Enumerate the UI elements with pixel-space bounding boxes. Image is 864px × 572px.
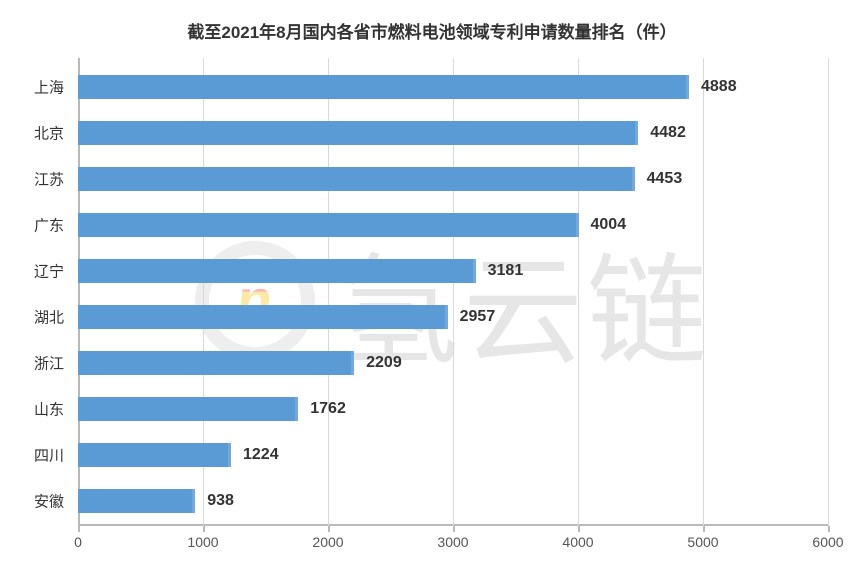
x-tick-label: 6000 xyxy=(812,534,843,550)
bar-value-label: 3181 xyxy=(488,262,524,280)
bar-row: 江苏4453 xyxy=(78,167,828,191)
x-tick-mark xyxy=(203,526,205,532)
bar-row: 浙江2209 xyxy=(78,351,828,375)
bar xyxy=(78,305,448,329)
bar xyxy=(78,75,689,99)
bar-row: 四川1224 xyxy=(78,443,828,467)
bar xyxy=(78,121,638,145)
bar-row: 上海4888 xyxy=(78,75,828,99)
x-tick-label: 1000 xyxy=(187,534,218,550)
bar-row: 北京4482 xyxy=(78,121,828,145)
y-category-label: 浙江 xyxy=(34,353,64,374)
bar xyxy=(78,489,195,513)
y-category-label: 广东 xyxy=(34,215,64,236)
y-category-label: 上海 xyxy=(34,77,64,98)
bar-row: 辽宁3181 xyxy=(78,259,828,283)
bar-value-label: 4453 xyxy=(647,170,683,188)
y-category-label: 安徽 xyxy=(34,491,64,512)
bar-value-label: 938 xyxy=(207,492,234,510)
x-tick-mark xyxy=(828,526,830,532)
y-category-label: 辽宁 xyxy=(34,261,64,282)
x-tick-mark xyxy=(328,526,330,532)
x-tick-mark xyxy=(703,526,705,532)
x-tick-mark xyxy=(453,526,455,532)
bar-value-label: 4482 xyxy=(650,124,686,142)
bar-row: 湖北2957 xyxy=(78,305,828,329)
bar-row: 广东4004 xyxy=(78,213,828,237)
x-tick-mark xyxy=(78,526,80,532)
y-category-label: 江苏 xyxy=(34,169,64,190)
bar xyxy=(78,351,354,375)
bar-value-label: 1224 xyxy=(243,446,279,464)
plot-area: n 氢云链 0100020003000400050006000上海4888北京4… xyxy=(78,58,828,526)
x-tick-mark xyxy=(578,526,580,532)
bar-value-label: 4888 xyxy=(701,78,737,96)
bar-value-label: 2209 xyxy=(366,354,402,372)
x-tick-label: 5000 xyxy=(687,534,718,550)
patent-ranking-chart: 截至2021年8月国内各省市燃料电池领域专利申请数量排名（件） n 氢云链 01… xyxy=(0,0,864,572)
y-category-label: 四川 xyxy=(34,445,64,466)
bar-value-label: 4004 xyxy=(591,216,627,234)
x-tick-label: 3000 xyxy=(437,534,468,550)
bar-row: 安徽938 xyxy=(78,489,828,513)
bar xyxy=(78,397,298,421)
bar-row: 山东1762 xyxy=(78,397,828,421)
x-tick-label: 0 xyxy=(74,534,82,550)
gridline xyxy=(828,58,829,526)
bar xyxy=(78,213,579,237)
bar xyxy=(78,443,231,467)
chart-title: 截至2021年8月国内各省市燃料电池领域专利申请数量排名（件） xyxy=(0,18,864,43)
x-tick-label: 2000 xyxy=(312,534,343,550)
y-category-label: 北京 xyxy=(34,123,64,144)
bar-value-label: 1762 xyxy=(310,400,346,418)
x-tick-label: 4000 xyxy=(562,534,593,550)
bar-value-label: 2957 xyxy=(460,308,496,326)
bar xyxy=(78,259,476,283)
y-category-label: 山东 xyxy=(34,399,64,420)
y-category-label: 湖北 xyxy=(34,307,64,328)
bar xyxy=(78,167,635,191)
